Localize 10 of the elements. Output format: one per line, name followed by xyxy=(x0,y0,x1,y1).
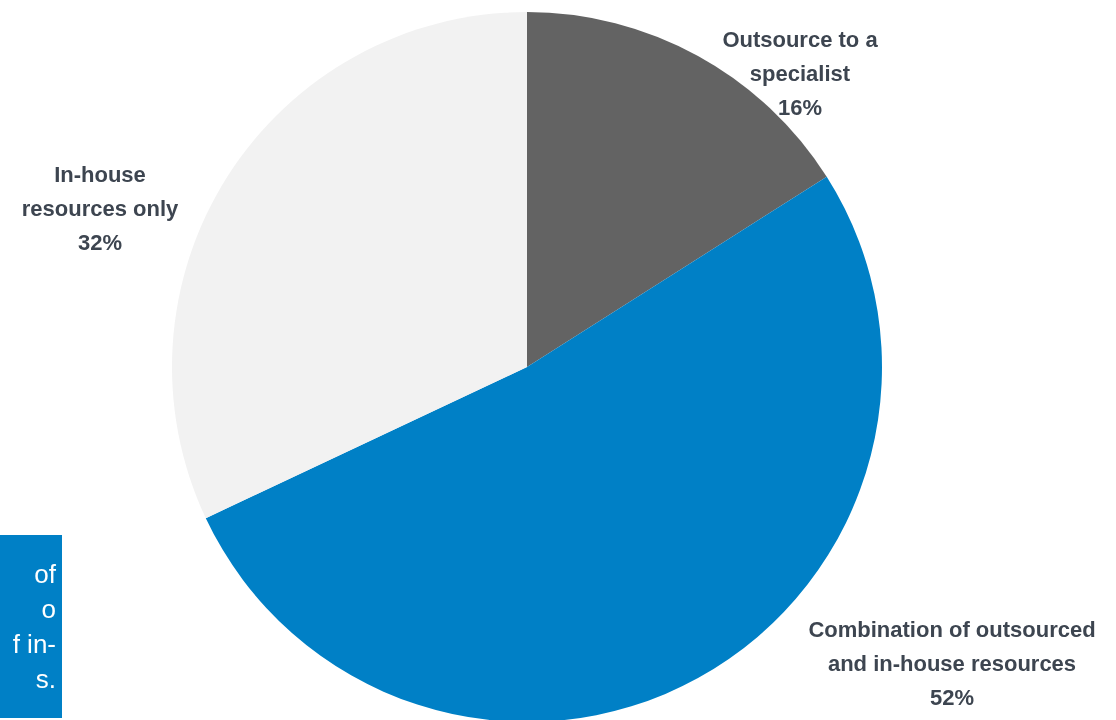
text: of xyxy=(34,559,57,589)
slice-label: Combination of outsourced and in-house resources xyxy=(808,617,1096,676)
slice-label: In-house resources only xyxy=(21,162,180,221)
text: f in- xyxy=(12,629,56,659)
text: s. xyxy=(35,664,56,694)
slice-label: Outsource to a specialist xyxy=(722,27,879,86)
data-label: 16% xyxy=(777,95,823,120)
data-label: 52% xyxy=(929,685,975,710)
text: o xyxy=(41,594,56,624)
data-label: 32% xyxy=(77,230,123,255)
